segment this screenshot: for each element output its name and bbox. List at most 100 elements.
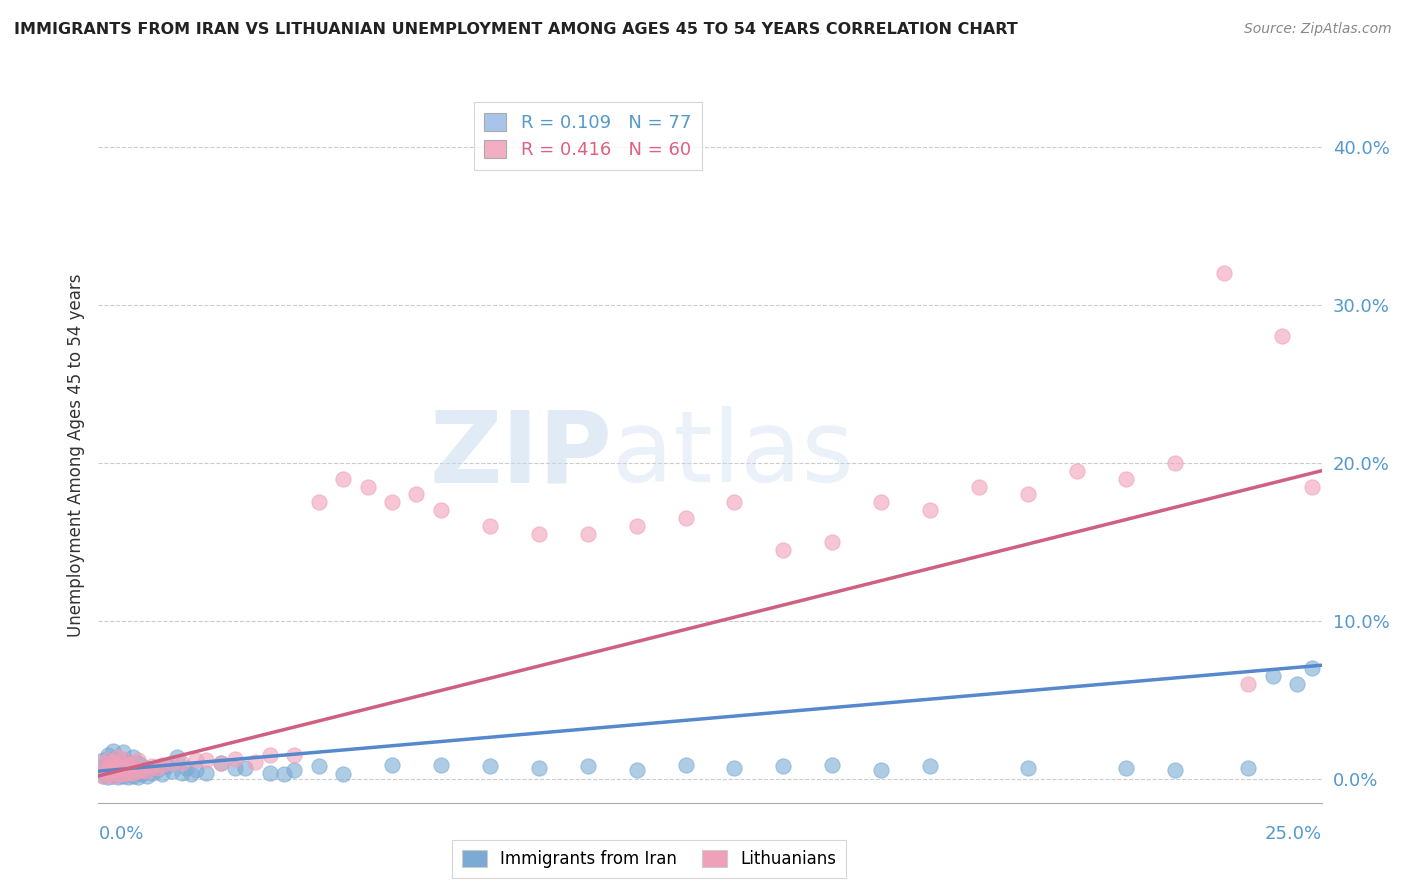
Point xyxy=(675,757,697,772)
Point xyxy=(283,748,305,763)
Point xyxy=(97,748,120,763)
Point xyxy=(723,761,745,775)
Point xyxy=(243,755,266,769)
Point xyxy=(1271,329,1294,343)
Point xyxy=(91,764,114,779)
Point xyxy=(195,753,218,767)
Point xyxy=(626,519,648,533)
Point xyxy=(920,759,942,773)
Point xyxy=(283,763,305,777)
Point xyxy=(1301,479,1323,493)
Text: ZIP: ZIP xyxy=(429,407,612,503)
Point xyxy=(1212,266,1234,280)
Point xyxy=(111,767,134,781)
Point xyxy=(332,472,354,486)
Point xyxy=(478,759,501,773)
Text: Source: ZipAtlas.com: Source: ZipAtlas.com xyxy=(1244,22,1392,37)
Point xyxy=(821,757,844,772)
Point xyxy=(121,756,143,771)
Point xyxy=(121,750,143,764)
Point xyxy=(1286,677,1309,691)
Point xyxy=(1237,761,1260,775)
Point xyxy=(870,763,893,777)
Point xyxy=(117,757,139,772)
Point xyxy=(136,769,159,783)
Point xyxy=(180,767,202,781)
Point xyxy=(170,756,193,771)
Point xyxy=(101,769,124,783)
Point xyxy=(111,745,134,759)
Point xyxy=(91,769,114,783)
Point xyxy=(91,759,114,773)
Point xyxy=(209,756,232,771)
Point xyxy=(136,761,159,775)
Point xyxy=(107,750,129,764)
Point xyxy=(111,753,134,767)
Point xyxy=(381,495,404,509)
Point xyxy=(97,767,120,781)
Point xyxy=(1066,464,1088,478)
Point xyxy=(131,759,153,773)
Text: atlas: atlas xyxy=(612,407,853,503)
Point xyxy=(233,761,256,775)
Point xyxy=(97,761,120,775)
Point xyxy=(176,761,198,775)
Point xyxy=(131,767,153,781)
Point xyxy=(121,757,143,772)
Point xyxy=(101,763,124,777)
Point xyxy=(870,495,893,509)
Point xyxy=(117,771,139,785)
Point xyxy=(1237,677,1260,691)
Point xyxy=(224,751,246,765)
Point xyxy=(101,757,124,772)
Point xyxy=(332,767,354,781)
Point xyxy=(117,761,139,775)
Point xyxy=(1320,658,1343,673)
Point xyxy=(772,759,794,773)
Point xyxy=(127,771,149,785)
Point xyxy=(209,756,232,771)
Point xyxy=(150,767,173,781)
Point xyxy=(107,765,129,780)
Point xyxy=(111,761,134,775)
Point xyxy=(111,769,134,783)
Point xyxy=(91,769,114,783)
Point xyxy=(224,761,246,775)
Point xyxy=(107,771,129,785)
Point xyxy=(97,756,120,771)
Point xyxy=(107,755,129,769)
Legend: Immigrants from Iran, Lithuanians: Immigrants from Iran, Lithuanians xyxy=(451,839,846,878)
Point xyxy=(146,761,169,775)
Point xyxy=(107,761,129,775)
Point xyxy=(527,527,550,541)
Point xyxy=(821,534,844,549)
Point xyxy=(156,759,179,773)
Point xyxy=(131,763,153,777)
Point xyxy=(430,757,453,772)
Point xyxy=(127,753,149,767)
Point xyxy=(967,479,990,493)
Point xyxy=(111,764,134,779)
Point xyxy=(1017,761,1039,775)
Point xyxy=(101,755,124,769)
Point xyxy=(527,761,550,775)
Point xyxy=(1115,761,1137,775)
Point xyxy=(920,503,942,517)
Point xyxy=(170,765,193,780)
Point xyxy=(121,769,143,783)
Point xyxy=(1017,487,1039,501)
Point xyxy=(121,764,143,779)
Point xyxy=(576,759,599,773)
Point xyxy=(117,755,139,769)
Point xyxy=(101,751,124,765)
Point xyxy=(97,771,120,785)
Point xyxy=(166,750,188,764)
Y-axis label: Unemployment Among Ages 45 to 54 years: Unemployment Among Ages 45 to 54 years xyxy=(66,273,84,637)
Point xyxy=(117,765,139,780)
Point xyxy=(101,764,124,779)
Point xyxy=(626,763,648,777)
Point xyxy=(127,756,149,771)
Point xyxy=(91,764,114,779)
Point xyxy=(273,767,295,781)
Point xyxy=(117,765,139,780)
